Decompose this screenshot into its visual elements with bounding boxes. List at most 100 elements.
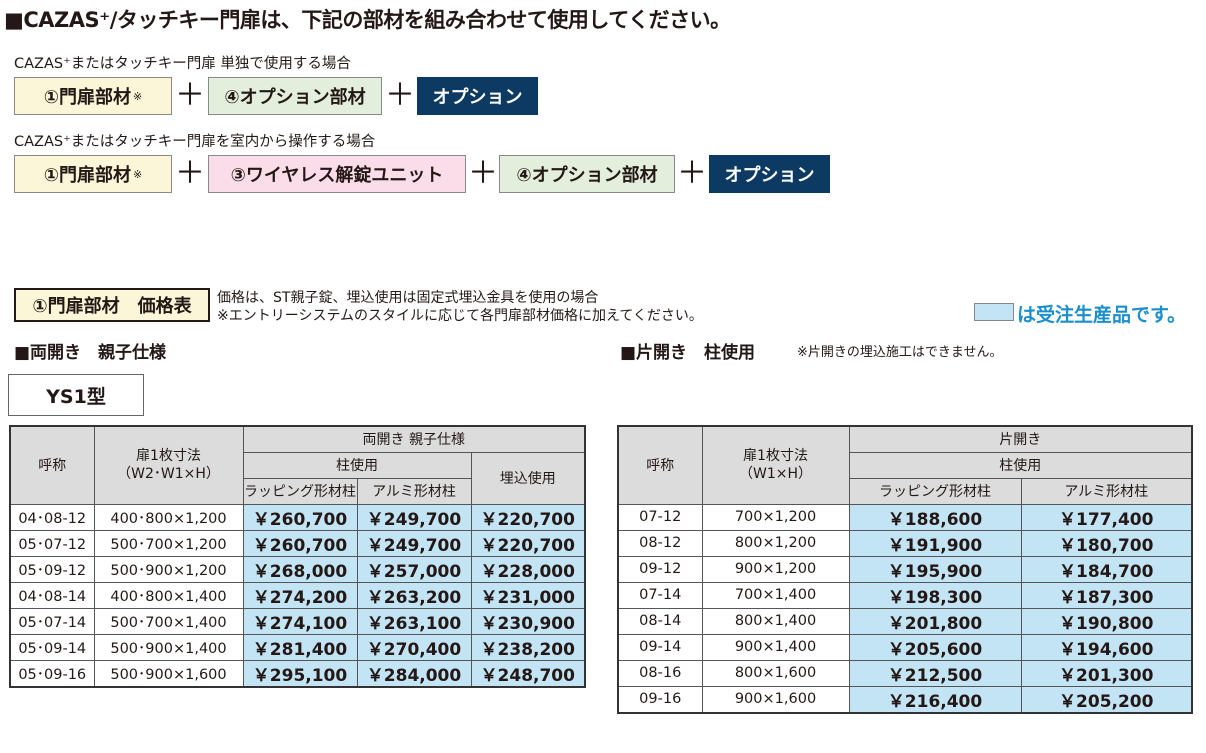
row-size: 400･800×1,400	[93, 581, 244, 609]
header-pillar: 柱使用	[848, 451, 1193, 479]
table-row: 07-12 700×1,200 ￥188,600 ￥177,400	[617, 503, 1193, 531]
row-code: 08-14	[617, 607, 703, 635]
case2-option-box: オプション	[709, 155, 830, 193]
case1-gate-parts-box: ①門扉部材 ※	[14, 77, 172, 115]
case1-option-parts-box: ④オプション部材	[208, 77, 382, 115]
price-wrap: ￥274,200	[242, 581, 358, 609]
table-row: 05･09-16 500･900×1,600 ￥295,100 ￥284,000 ￥24…	[9, 659, 586, 687]
price-wrap: ￥274,100	[242, 607, 358, 635]
price-note-1: 価格は、ST親子錠、埋込使用は固定式埋込金具を使用の場合	[217, 290, 599, 306]
price-wrap: ￥268,000	[242, 555, 358, 583]
case1-option-box: オプション	[417, 77, 538, 115]
case1-gate-parts-note: ※	[133, 89, 143, 103]
row-size: 900×1,600	[701, 685, 850, 713]
plus-sign: ＋	[468, 156, 498, 191]
table-row: 09-12 900×1,200 ￥195,900 ￥184,700	[617, 555, 1193, 583]
row-code: 04･08-12	[9, 503, 95, 531]
row-size: 800×1,400	[701, 607, 850, 635]
price-alumi: ￥180,700	[1020, 529, 1193, 557]
case2-caption: CAZAS⁺またはタッチキー門扉を室内から操作する場合	[14, 134, 376, 150]
price-table-label: ①門扉部材 価格表	[14, 288, 210, 322]
price-note-2: ※エントリーシステムのスタイルに応じて各門扉部材価格に加えてください。	[217, 308, 703, 324]
left-price-table: 呼称 扉1枚寸法 （W2･W1×H） 両開き 親子仕様 柱使用 埋込使用 ラッピ…	[9, 425, 586, 688]
made-to-order-legend: は受注生産品です。	[1017, 304, 1187, 326]
price-alumi: ￥184,700	[1020, 555, 1193, 583]
left-section-heading: ■両開き 親子仕様	[14, 343, 167, 363]
table-row: 04･08-14 400･800×1,400 ￥274,200 ￥263,200 ￥23…	[9, 581, 586, 609]
row-code: 08-12	[617, 529, 703, 557]
price-alumi: ￥177,400	[1020, 503, 1193, 531]
row-code: 05･07-12	[9, 529, 95, 557]
header-pillar: 柱使用	[242, 451, 472, 479]
row-code: 09-12	[617, 555, 703, 583]
model-type-label: YS1型	[8, 374, 144, 416]
plus-sign: ＋	[175, 156, 205, 191]
made-to-order-swatch	[974, 303, 1014, 321]
price-embed: ￥228,000	[470, 555, 586, 583]
row-size: 500･700×1,400	[93, 607, 244, 635]
header-wrap: ラッピング形材柱	[242, 477, 358, 505]
price-alumi: ￥284,000	[356, 659, 472, 687]
header-embed: 埋込使用	[470, 451, 586, 505]
price-alumi: ￥205,200	[1020, 685, 1193, 713]
row-size: 400･800×1,200	[93, 503, 244, 531]
price-wrap: ￥205,600	[848, 633, 1022, 661]
header-group: 両開き 親子仕様	[242, 425, 586, 453]
row-size: 800×1,600	[701, 659, 850, 687]
row-size: 500･900×1,200	[93, 555, 244, 583]
table-row: 05･07-12 500･700×1,200 ￥260,700 ￥249,700 ￥22…	[9, 529, 586, 557]
header-alumi: アルミ形材柱	[356, 477, 472, 505]
price-embed: ￥238,200	[470, 633, 586, 661]
row-code: 05･09-14	[9, 633, 95, 661]
row-code: 09-14	[617, 633, 703, 661]
right-section-note: ※片開きの埋込施工はできません。	[797, 345, 1003, 360]
price-wrap: ￥191,900	[848, 529, 1022, 557]
plus-sign: ＋	[385, 78, 415, 113]
price-wrap: ￥195,900	[848, 555, 1022, 583]
price-wrap: ￥201,800	[848, 607, 1022, 635]
header-size: 扉1枚寸法 （W1×H）	[701, 425, 850, 505]
row-size: 700×1,200	[701, 503, 850, 531]
row-size: 900×1,200	[701, 555, 850, 583]
price-embed: ￥220,700	[470, 503, 586, 531]
table-row: 05･07-14 500･700×1,400 ￥274,100 ￥263,100 ￥23…	[9, 607, 586, 635]
row-size: 500･900×1,600	[93, 659, 244, 687]
case2-option-parts-box: ④オプション部材	[499, 155, 675, 193]
table-row: 08-16 800×1,600 ￥212,500 ￥201,300	[617, 659, 1193, 687]
case2-gate-parts-box: ①門扉部材 ※	[14, 155, 172, 193]
header-group: 片開き	[848, 425, 1193, 453]
table-row: 04･08-12 400･800×1,200 ￥260,700 ￥249,700 ￥22…	[9, 503, 586, 531]
price-alumi: ￥270,400	[356, 633, 472, 661]
price-wrap: ￥281,400	[242, 633, 358, 661]
price-alumi: ￥201,300	[1020, 659, 1193, 687]
right-price-table: 呼称 扉1枚寸法 （W1×H） 片開き 柱使用 ラッピング形材柱 アルミ形材柱 …	[617, 425, 1193, 714]
price-alumi: ￥249,700	[356, 503, 472, 531]
price-alumi: ￥249,700	[356, 529, 472, 557]
row-size: 500･900×1,400	[93, 633, 244, 661]
plus-sign: ＋	[175, 78, 205, 113]
price-embed: ￥230,900	[470, 607, 586, 635]
case1-caption: CAZAS⁺またはタッチキー門扉 単独で使用する場合	[14, 56, 351, 72]
row-size: 500･700×1,200	[93, 529, 244, 557]
price-wrap: ￥260,700	[242, 529, 358, 557]
price-embed: ￥231,000	[470, 581, 586, 609]
row-size: 700×1,400	[701, 581, 850, 609]
price-wrap: ￥212,500	[848, 659, 1022, 687]
header-name: 呼称	[9, 425, 95, 505]
table-row: 08-12 800×1,200 ￥191,900 ￥180,700	[617, 529, 1193, 557]
price-alumi: ￥263,100	[356, 607, 472, 635]
row-code: 07-14	[617, 581, 703, 609]
row-code: 04･08-14	[9, 581, 95, 609]
price-embed: ￥248,700	[470, 659, 586, 687]
case1-gate-parts-label: ①門扉部材	[43, 87, 132, 108]
row-code: 05･09-12	[9, 555, 95, 583]
table-row: 05･09-12 500･900×1,200 ￥268,000 ￥257,000 ￥22…	[9, 555, 586, 583]
price-wrap: ￥216,400	[848, 685, 1022, 713]
row-code: 05･07-14	[9, 607, 95, 635]
header-size: 扉1枚寸法 （W2･W1×H）	[93, 425, 244, 505]
price-alumi: ￥190,800	[1020, 607, 1193, 635]
page-title: ■CAZAS⁺/タッチキー門扉は、下記の部材を組み合わせて使用してください。	[4, 8, 731, 32]
header-wrap: ラッピング形材柱	[848, 477, 1022, 505]
row-code: 09-16	[617, 685, 703, 713]
price-alumi: ￥257,000	[356, 555, 472, 583]
